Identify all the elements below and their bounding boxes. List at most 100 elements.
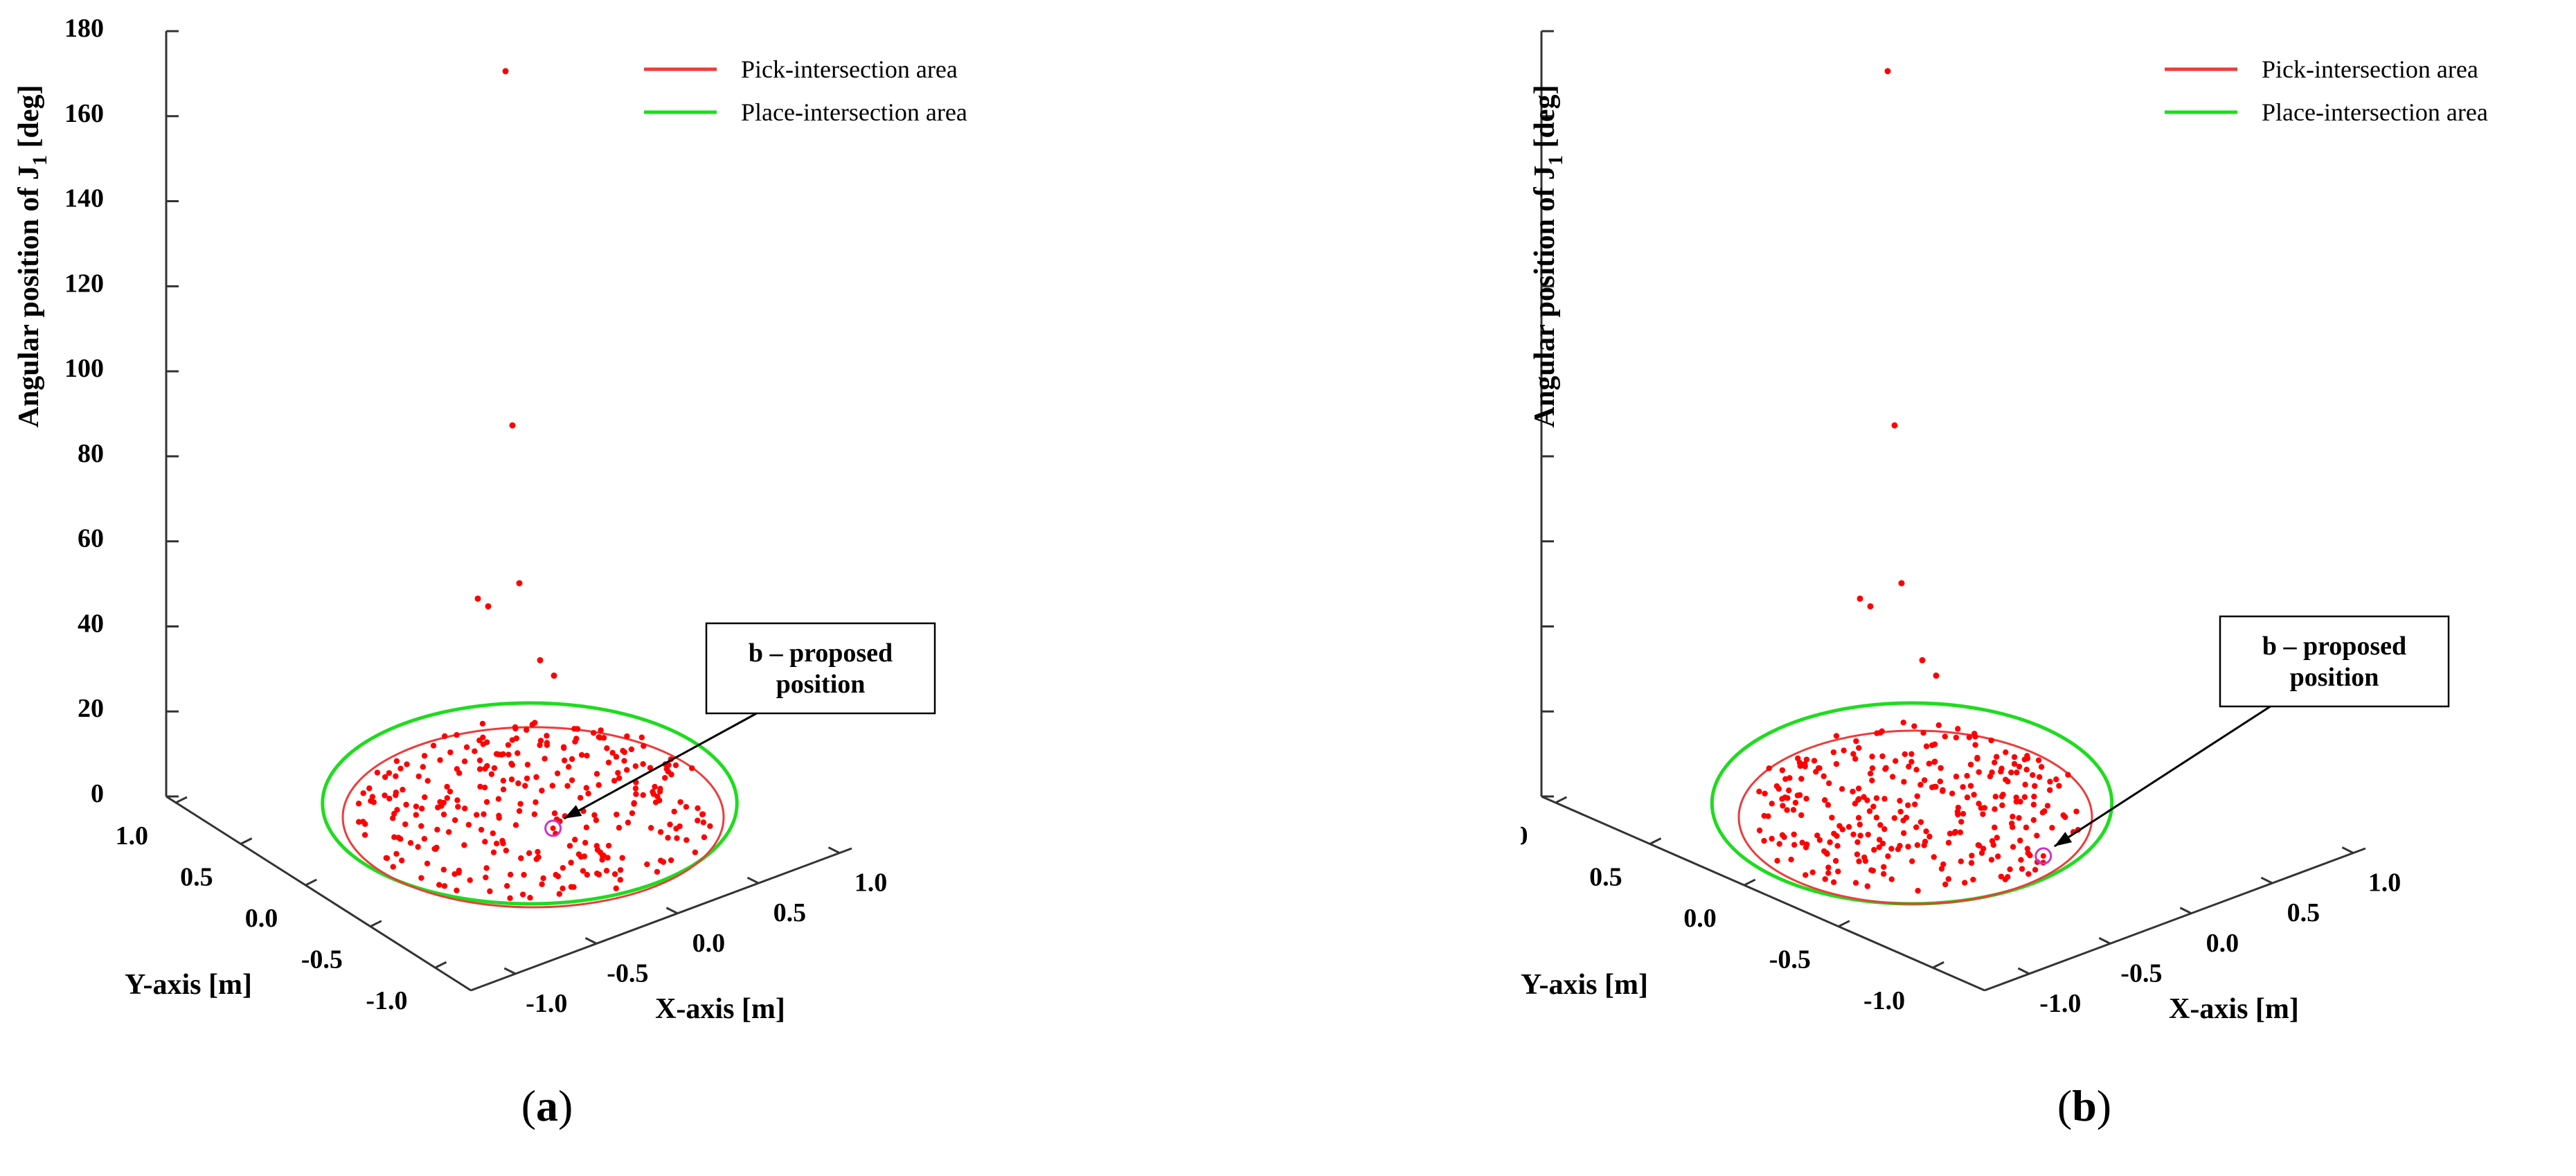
data-point (420, 764, 426, 770)
place-intersection-ellipse (321, 701, 739, 906)
data-point (1903, 814, 1910, 821)
data-point (1969, 853, 1975, 859)
data-point (526, 850, 533, 857)
data-point (554, 770, 561, 776)
data-point (1864, 797, 1870, 803)
data-point (382, 774, 388, 781)
data-point (591, 812, 598, 819)
data-point (390, 815, 396, 821)
z-tick-label: 40 (78, 609, 104, 638)
x-tick-label: 0.5 (773, 898, 807, 927)
data-point (1998, 765, 2005, 772)
data-point (515, 750, 521, 756)
data-point (1821, 797, 1828, 803)
data-point (1845, 823, 1852, 830)
callout-arrow-line (563, 712, 758, 820)
data-point (1776, 785, 1782, 792)
data-point (565, 764, 572, 770)
data-point (2046, 787, 2053, 793)
outlier-point (1898, 580, 1905, 587)
data-point (444, 783, 450, 790)
x-tick (503, 967, 517, 975)
data-point (1888, 846, 1895, 852)
data-point (418, 823, 424, 829)
data-point (1756, 827, 1763, 834)
data-point (474, 812, 480, 818)
data-point (1869, 765, 1876, 772)
outlier-point (485, 603, 492, 609)
data-point (2021, 794, 2028, 801)
data-point (1821, 773, 1827, 779)
data-point (1855, 785, 1862, 792)
data-point (583, 824, 590, 830)
data-point (1988, 857, 1995, 863)
data-point (1968, 859, 1975, 866)
x-tick (2098, 937, 2111, 945)
data-point (1833, 733, 1840, 739)
z-tick-label: 80 (78, 439, 104, 468)
data-point (355, 801, 362, 807)
data-point (683, 837, 690, 844)
data-point (599, 857, 605, 863)
data-point (2062, 814, 2068, 820)
z-tick-label: 180 (64, 14, 104, 43)
data-point (1831, 830, 1837, 837)
x-tick-label: 0.0 (2206, 929, 2239, 958)
callout-line2: position (776, 670, 866, 699)
data-point (1852, 801, 1859, 807)
y-axis-title: Y-axis [m] (125, 969, 252, 1001)
data-point (505, 742, 512, 748)
data-point (2032, 866, 2039, 873)
legend-label-pick: Pick-intersection area (741, 55, 958, 83)
callout-box (2219, 615, 2450, 708)
data-point (1960, 784, 1966, 790)
data-point (1911, 801, 1918, 808)
data-point (574, 726, 581, 732)
data-point (500, 777, 507, 784)
data-point (569, 777, 575, 783)
data-point (1976, 801, 1982, 807)
data-point (624, 767, 630, 773)
data-point (533, 799, 539, 805)
data-point (1917, 819, 1924, 826)
data-point (517, 801, 524, 807)
data-point (1834, 843, 1841, 849)
data-point (1852, 756, 1859, 762)
data-point (441, 733, 448, 740)
data-point (2011, 754, 2018, 760)
data-point (1955, 804, 1962, 811)
data-point (535, 848, 541, 855)
data-point (1861, 854, 1868, 861)
data-point (604, 745, 610, 751)
data-point (496, 814, 502, 821)
data-point (1994, 835, 2001, 841)
data-point (650, 789, 656, 795)
data-point (1797, 763, 1803, 769)
data-point (674, 835, 680, 841)
data-point (2024, 846, 2031, 852)
data-point (413, 812, 420, 818)
data-point (613, 885, 619, 891)
data-point (1788, 856, 1794, 863)
data-point (2065, 772, 2071, 778)
data-point (582, 839, 589, 846)
data-point (508, 776, 515, 783)
data-point (1854, 839, 1861, 846)
data-point (2019, 866, 2025, 872)
data-point (1822, 876, 1828, 882)
outlier-point (537, 657, 544, 663)
data-point (572, 738, 578, 745)
data-point (2025, 871, 2032, 877)
data-point (519, 891, 526, 898)
data-point (1830, 879, 1837, 886)
data-point (621, 758, 627, 764)
z-axis-title: Angular position of J1 [deg] (1529, 85, 1567, 428)
outlier-point (551, 672, 557, 679)
data-point (593, 817, 600, 823)
data-point (2018, 857, 2024, 863)
data-point (1811, 758, 1818, 764)
data-point (2017, 837, 2023, 844)
data-point (2038, 764, 2045, 770)
data-point (1940, 861, 1947, 868)
